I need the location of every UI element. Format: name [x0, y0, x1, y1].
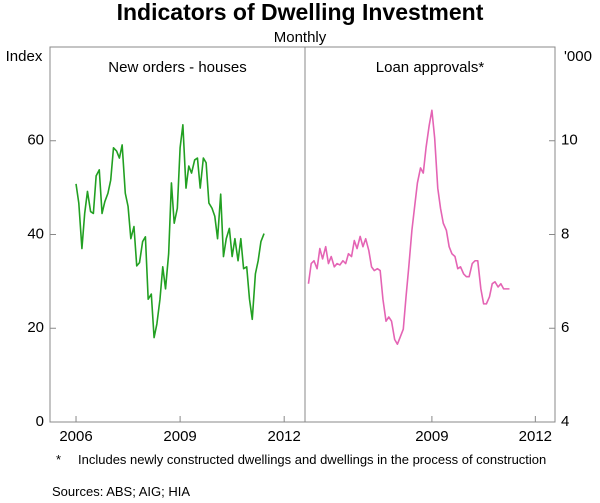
- sources: Sources: ABS; AIG; HIA: [52, 484, 191, 499]
- x-tick-label: 2006: [59, 428, 92, 445]
- y-tick-label: 0: [36, 413, 44, 430]
- y-tick-label: 6: [561, 319, 569, 336]
- y-tick-label: 4: [561, 413, 569, 430]
- y-axis-label: Index: [6, 48, 43, 65]
- chart: Indicators of Dwelling Investment Monthl…: [6, 0, 592, 445]
- y-tick-label: 10: [561, 132, 578, 149]
- data-line: [307, 109, 510, 345]
- chart-subtitle: Monthly: [274, 29, 327, 46]
- panel-title: Loan approvals*: [376, 59, 485, 76]
- y-tick-label: 60: [27, 132, 44, 149]
- x-tick-label: 2009: [415, 428, 448, 445]
- panel-title: New orders - houses: [108, 59, 246, 76]
- plot-frame: [49, 46, 556, 423]
- x-tick-label: 2012: [267, 428, 300, 445]
- y-tick-label: 8: [561, 225, 569, 242]
- footnote: Includes newly constructed dwellings and…: [78, 452, 547, 467]
- data-line: [75, 124, 265, 339]
- chart-title: Indicators of Dwelling Investment: [117, 0, 484, 25]
- x-tick-label: 2012: [519, 428, 552, 445]
- y-tick-label: 20: [27, 319, 44, 336]
- y-tick-label: 40: [27, 225, 44, 242]
- footnote-marker: *: [56, 452, 62, 467]
- x-tick-label: 2009: [163, 428, 196, 445]
- y-axis-label: '000: [564, 48, 592, 65]
